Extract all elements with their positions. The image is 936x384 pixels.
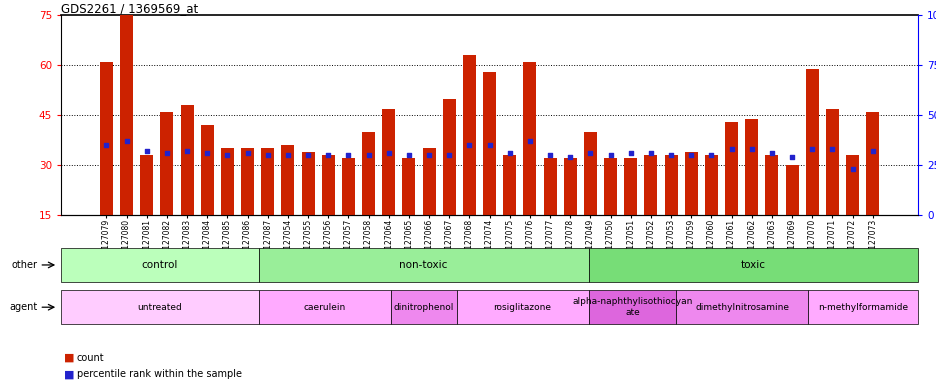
Point bbox=[703, 152, 718, 158]
Text: untreated: untreated bbox=[138, 303, 182, 312]
Point bbox=[683, 152, 698, 158]
Bar bbox=[462, 55, 475, 265]
Point bbox=[764, 150, 779, 156]
Point bbox=[864, 148, 879, 154]
Point bbox=[844, 166, 859, 172]
Bar bbox=[181, 105, 194, 265]
Bar bbox=[281, 145, 294, 265]
Bar bbox=[342, 159, 355, 265]
Point bbox=[582, 150, 597, 156]
Point bbox=[563, 154, 578, 160]
Text: toxic: toxic bbox=[740, 260, 765, 270]
Point bbox=[300, 152, 315, 158]
Bar bbox=[523, 62, 536, 265]
Text: non-toxic: non-toxic bbox=[399, 260, 447, 270]
Point bbox=[421, 152, 436, 158]
Point bbox=[260, 152, 275, 158]
Bar bbox=[100, 62, 113, 265]
Bar bbox=[422, 149, 435, 265]
Bar bbox=[221, 149, 234, 265]
Point bbox=[240, 150, 255, 156]
Point bbox=[401, 152, 416, 158]
Text: rosiglitazone: rosiglitazone bbox=[493, 303, 551, 312]
Bar bbox=[784, 165, 797, 265]
Point bbox=[180, 148, 195, 154]
Bar bbox=[120, 15, 133, 265]
Bar bbox=[724, 122, 738, 265]
Text: caerulein: caerulein bbox=[303, 303, 345, 312]
Bar bbox=[865, 112, 878, 265]
Point bbox=[502, 150, 517, 156]
Bar bbox=[644, 155, 657, 265]
Point bbox=[99, 142, 114, 148]
Point bbox=[159, 150, 174, 156]
Point bbox=[824, 146, 839, 152]
Point bbox=[341, 152, 356, 158]
Point bbox=[482, 142, 497, 148]
Bar bbox=[261, 149, 274, 265]
Point bbox=[663, 152, 678, 158]
Point bbox=[280, 152, 295, 158]
Text: control: control bbox=[141, 260, 178, 270]
Point bbox=[724, 146, 739, 152]
Text: alpha-naphthylisothiocyan
ate: alpha-naphthylisothiocyan ate bbox=[572, 298, 692, 317]
Point bbox=[320, 152, 335, 158]
Text: count: count bbox=[77, 353, 104, 363]
Text: ■: ■ bbox=[64, 353, 74, 363]
Bar bbox=[361, 132, 374, 265]
Point bbox=[199, 150, 214, 156]
Point bbox=[381, 150, 396, 156]
Point bbox=[783, 154, 798, 160]
Text: ■: ■ bbox=[64, 369, 74, 379]
Bar bbox=[483, 72, 495, 265]
Point bbox=[804, 146, 819, 152]
Point bbox=[743, 146, 758, 152]
Point bbox=[603, 152, 618, 158]
Bar bbox=[845, 155, 858, 265]
Bar bbox=[200, 125, 213, 265]
Text: GDS2261 / 1369569_at: GDS2261 / 1369569_at bbox=[61, 2, 197, 15]
Bar bbox=[664, 155, 677, 265]
Point bbox=[643, 150, 658, 156]
Point bbox=[461, 142, 476, 148]
Bar bbox=[704, 155, 717, 265]
Bar bbox=[765, 155, 778, 265]
Point bbox=[622, 150, 637, 156]
Bar bbox=[583, 132, 596, 265]
Point bbox=[522, 138, 537, 144]
Bar bbox=[543, 159, 556, 265]
Bar bbox=[503, 155, 516, 265]
Bar bbox=[684, 152, 697, 265]
Point bbox=[542, 152, 557, 158]
Bar bbox=[563, 159, 577, 265]
Text: other: other bbox=[11, 260, 37, 270]
Text: dinitrophenol: dinitrophenol bbox=[393, 303, 453, 312]
Point bbox=[441, 152, 456, 158]
Text: n-methylformamide: n-methylformamide bbox=[817, 303, 907, 312]
Text: dimethylnitrosamine: dimethylnitrosamine bbox=[695, 303, 788, 312]
Bar bbox=[442, 99, 455, 265]
Bar bbox=[825, 109, 838, 265]
Text: percentile rank within the sample: percentile rank within the sample bbox=[77, 369, 241, 379]
Bar bbox=[402, 159, 415, 265]
Point bbox=[220, 152, 235, 158]
Bar bbox=[301, 152, 314, 265]
Bar bbox=[382, 109, 395, 265]
Bar bbox=[805, 69, 818, 265]
Bar bbox=[140, 155, 154, 265]
Bar bbox=[241, 149, 254, 265]
Point bbox=[119, 138, 134, 144]
Text: agent: agent bbox=[9, 302, 37, 312]
Bar bbox=[604, 159, 617, 265]
Bar bbox=[744, 119, 757, 265]
Bar bbox=[321, 155, 334, 265]
Bar bbox=[623, 159, 636, 265]
Point bbox=[360, 152, 375, 158]
Point bbox=[139, 148, 154, 154]
Bar bbox=[160, 112, 173, 265]
